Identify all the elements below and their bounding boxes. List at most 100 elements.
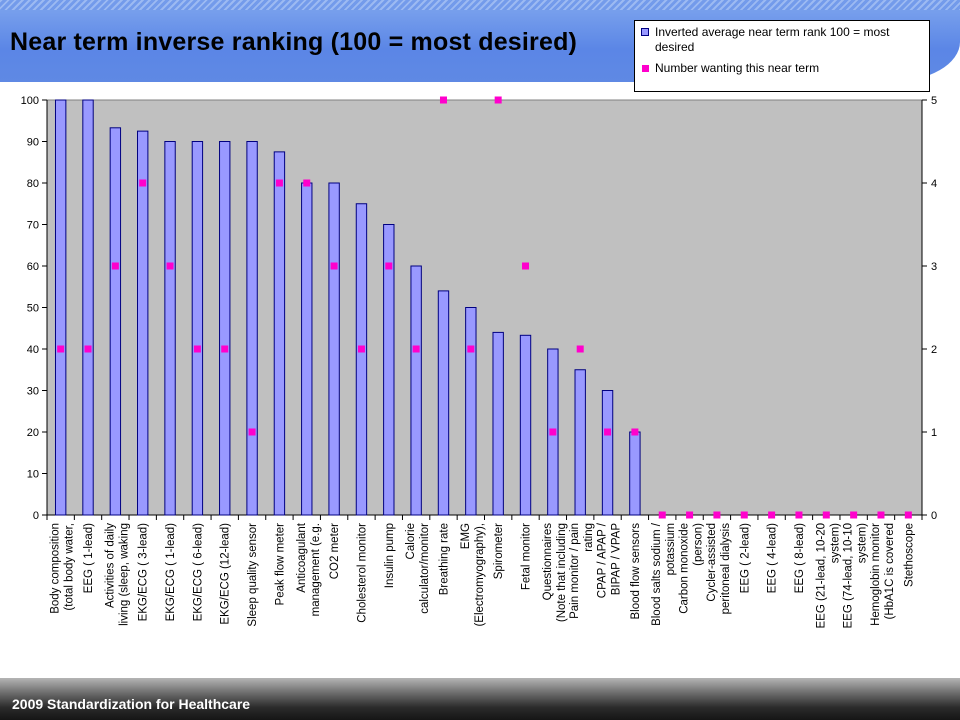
marker-point bbox=[139, 179, 147, 187]
left-axis-tick-label: 20 bbox=[27, 427, 39, 439]
marker-point bbox=[795, 511, 803, 519]
category-label: Blood flow sensors bbox=[630, 523, 642, 620]
bar bbox=[273, 151, 286, 516]
category-label: EKG/ECG ( 3-lead) bbox=[138, 523, 150, 622]
bar bbox=[383, 224, 395, 516]
legend-item-bar: Inverted average near term rank 100 = mo… bbox=[639, 25, 925, 55]
marker-point bbox=[467, 345, 475, 353]
bar bbox=[601, 390, 614, 516]
marker-point bbox=[494, 96, 502, 104]
marker-point bbox=[193, 345, 201, 353]
category-label: Anticoagulant management (e.g. bbox=[296, 522, 322, 616]
bar bbox=[328, 182, 340, 516]
category-label: EEG ( 1-lead) bbox=[83, 523, 95, 593]
footer-text: 2009 Standardization for Healthcare bbox=[12, 696, 251, 712]
bar bbox=[437, 290, 450, 516]
bar bbox=[109, 127, 122, 516]
marker-point bbox=[850, 511, 858, 519]
bar bbox=[410, 265, 422, 516]
category-label: Fetal monitor bbox=[521, 523, 533, 590]
marker-point bbox=[385, 262, 393, 270]
legend-marker-swatch bbox=[642, 65, 649, 72]
category-label: EKG/ECG ( 1-lead) bbox=[165, 523, 177, 622]
plot-area bbox=[46, 99, 923, 516]
bar bbox=[492, 331, 504, 516]
category-label: CPAP / APAP / BIPAP / VPAP bbox=[597, 522, 623, 598]
left-axis-tick-label: 70 bbox=[27, 220, 39, 232]
marker-point bbox=[57, 345, 65, 353]
category-label: Body composition (total body water, bbox=[50, 523, 76, 614]
marker-point bbox=[303, 179, 311, 187]
legend-marker-label: Number wanting this near term bbox=[655, 61, 820, 75]
category-label: EEG ( 4-lead) bbox=[767, 523, 779, 593]
bar bbox=[82, 99, 94, 516]
category-label: Peak flow meter bbox=[274, 523, 286, 606]
category-label: Sleep quality sensor bbox=[247, 523, 259, 627]
category-label: EKG/ECG ( 6-lead) bbox=[192, 523, 204, 622]
marker-point bbox=[658, 511, 666, 519]
footer-bar: 2009 Standardization for Healthcare bbox=[0, 678, 960, 720]
category-label: Cholesterol monitor bbox=[356, 523, 368, 623]
category-label: Carbon monoxide (person) bbox=[679, 523, 705, 614]
marker-point bbox=[275, 179, 283, 187]
bar bbox=[137, 130, 149, 516]
category-label: EEG (21-lead, 10-20 system) bbox=[815, 523, 841, 629]
marker-point bbox=[576, 345, 584, 353]
right-axis-tick-label: 2 bbox=[931, 344, 937, 356]
right-axis-tick-label: 3 bbox=[931, 261, 937, 273]
category-label: CO2 meter bbox=[329, 523, 341, 579]
category-label: EKG/ECG (12-lead) bbox=[220, 523, 232, 625]
right-axis-tick-label: 0 bbox=[931, 510, 937, 522]
category-label: Calorie calculator/monitor bbox=[405, 523, 431, 614]
marker-point bbox=[549, 428, 557, 436]
marker-point bbox=[439, 96, 447, 104]
legend-bar-swatch bbox=[641, 28, 649, 36]
bar bbox=[246, 141, 258, 516]
bar bbox=[164, 141, 176, 516]
chart-legend: Inverted average near term rank 100 = mo… bbox=[634, 20, 930, 92]
marker-point bbox=[740, 511, 748, 519]
bar bbox=[574, 369, 586, 516]
left-axis-tick-label: 40 bbox=[27, 344, 39, 356]
chart-area: 0 10 20 30 40 50 60 70 80 90 100 0 1 2 3 4 5 Body composi… bbox=[21, 95, 937, 629]
category-label: Questionnaires (Note that including bbox=[542, 523, 568, 622]
banner-stripe bbox=[0, 0, 960, 10]
right-axis-tick-label: 1 bbox=[931, 427, 937, 439]
left-axis-tick-label: 10 bbox=[27, 469, 39, 481]
category-label: Hemoglobin monitor (HbA1C is covered bbox=[870, 523, 896, 626]
category-label: EMG (Electromyography), bbox=[460, 523, 486, 627]
bar bbox=[191, 141, 204, 516]
bar bbox=[219, 141, 231, 516]
marker-point bbox=[686, 511, 694, 519]
right-axis-tick-label: 4 bbox=[931, 178, 937, 190]
marker-point bbox=[604, 428, 612, 436]
marker-point bbox=[904, 511, 912, 519]
left-axis-tick-label: 60 bbox=[27, 261, 39, 273]
category-label: Spirometer bbox=[493, 523, 505, 579]
marker-point bbox=[768, 511, 776, 519]
marker-point bbox=[84, 345, 92, 353]
marker-point bbox=[248, 428, 256, 436]
category-label: Activities of daily living (sleep, waking bbox=[104, 523, 130, 626]
bar bbox=[54, 99, 67, 516]
left-axis-tick-label: 90 bbox=[27, 137, 39, 149]
left-axis-tick-label: 50 bbox=[27, 303, 39, 315]
category-label: Pain monitor / pain rating bbox=[569, 523, 595, 619]
category-label: EEG (74-lead, 10-10 system) bbox=[843, 523, 869, 629]
marker-point bbox=[522, 262, 530, 270]
right-axis-tick-label: 5 bbox=[931, 95, 937, 107]
left-axis-tick-label: 30 bbox=[27, 386, 39, 398]
marker-point bbox=[822, 511, 830, 519]
legend-bar-label: Inverted average near term rank 100 = mo… bbox=[655, 25, 890, 54]
left-axis-tick-label: 80 bbox=[27, 178, 39, 190]
marker-point bbox=[221, 345, 229, 353]
marker-point bbox=[713, 511, 721, 519]
bar bbox=[465, 307, 477, 516]
marker-point bbox=[877, 511, 885, 519]
marker-point bbox=[330, 262, 338, 270]
bar bbox=[355, 203, 368, 516]
marker-point bbox=[412, 345, 420, 353]
left-axis-tick-label: 0 bbox=[33, 510, 39, 522]
legend-item-marker: Number wanting this near term bbox=[639, 61, 925, 76]
category-label: Insulin pump bbox=[384, 523, 396, 588]
